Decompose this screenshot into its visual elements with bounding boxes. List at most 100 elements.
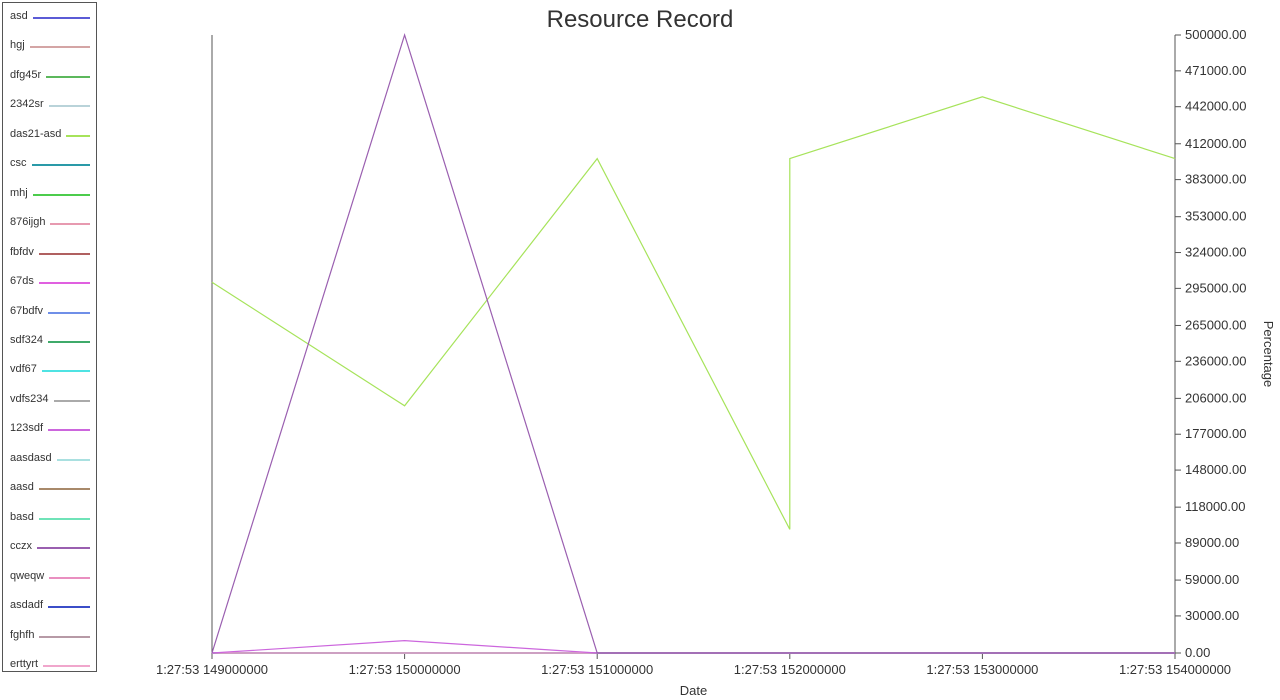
legend-swatch xyxy=(49,105,90,108)
y-tick-label: 30000.00 xyxy=(1185,608,1239,623)
legend-label: fbfdv xyxy=(10,245,37,258)
legend-item[interactable]: csc xyxy=(3,153,98,173)
legend-item[interactable]: aasdasd xyxy=(3,448,98,468)
series-line-das21-asd xyxy=(211,96,1176,530)
x-axis-label: Date xyxy=(680,683,707,698)
y-tick-label: 383000.00 xyxy=(1185,172,1246,187)
legend-label: das21-asd xyxy=(10,127,65,140)
x-tick-label: 1:27:53 150000000 xyxy=(349,662,461,677)
legend-item[interactable]: dfg45r xyxy=(3,65,98,85)
legend-item[interactable]: vdfs234 xyxy=(3,389,98,409)
legend-item[interactable]: sdf324 xyxy=(3,330,98,350)
legend-item[interactable]: 876ijgh xyxy=(3,212,98,232)
y-tick-label: 265000.00 xyxy=(1185,317,1246,332)
legend-swatch xyxy=(66,134,90,137)
y-tick-label: 324000.00 xyxy=(1185,245,1246,260)
legend-swatch xyxy=(57,458,90,461)
chart-title: Resource Record xyxy=(546,6,734,33)
y-tick-label: 118000.00 xyxy=(1185,499,1246,514)
y-tick-label: 59000.00 xyxy=(1185,572,1239,587)
legend-item[interactable]: asdadf xyxy=(3,595,98,615)
legend-item[interactable]: asd xyxy=(3,6,98,26)
legend-label: 123sdf xyxy=(10,422,47,435)
legend-item[interactable]: 123sdf xyxy=(3,418,98,438)
legend-label: dfg45r xyxy=(10,68,45,81)
y-tick-label: 89000.00 xyxy=(1185,535,1239,550)
legend-label: cczx xyxy=(10,540,35,553)
legend-label: qweqw xyxy=(10,569,48,582)
y-tick-label: 0.00 xyxy=(1185,645,1210,660)
legend-item[interactable]: 67ds xyxy=(3,271,98,291)
legend-swatch xyxy=(33,17,90,19)
legend-swatch xyxy=(39,635,90,638)
legend-swatch xyxy=(48,606,90,609)
x-tick-label: 1:27:53 152000000 xyxy=(734,662,846,677)
legend-swatch xyxy=(37,547,90,550)
y-tick-label: 236000.00 xyxy=(1185,353,1246,368)
legend-swatch xyxy=(43,665,90,667)
y-tick-label: 353000.00 xyxy=(1185,209,1246,224)
legend-item[interactable]: erttyrt xyxy=(3,654,98,674)
legend-label: 67ds xyxy=(10,275,37,288)
legend-label: basd xyxy=(10,510,37,523)
legend-swatch xyxy=(32,164,90,167)
legend-item[interactable]: fbfdv xyxy=(3,242,98,262)
legend-item[interactable]: mhj xyxy=(3,183,98,203)
legend-label: asdadf xyxy=(10,599,47,612)
legend-swatch xyxy=(33,193,90,196)
legend-swatch xyxy=(48,429,90,432)
y-tick-label: 148000.00 xyxy=(1185,462,1246,477)
series-line-123sdf xyxy=(211,640,1175,654)
legend-label: 2342sr xyxy=(10,98,47,111)
legend-swatch xyxy=(39,517,90,520)
legend-swatch xyxy=(54,399,90,402)
legend-label: vdfs234 xyxy=(10,392,52,405)
legend-item[interactable]: das21-asd xyxy=(3,124,98,144)
legend-item[interactable]: qweqw xyxy=(3,566,98,586)
legend-label: mhj xyxy=(10,186,31,199)
legend-label: aasdasd xyxy=(10,451,55,464)
legend-label: 876ijgh xyxy=(10,216,49,229)
y-tick-label: 412000.00 xyxy=(1185,136,1246,151)
legend-label: sdf324 xyxy=(10,334,47,346)
x-tick-label: 1:27:53 149000000 xyxy=(156,662,268,677)
x-tick-label: 1:27:53 153000000 xyxy=(926,662,1038,677)
legend-swatch xyxy=(39,252,90,255)
legend-swatch xyxy=(48,311,90,314)
legend-swatch xyxy=(30,46,90,49)
legend-item[interactable]: hgj xyxy=(3,35,98,55)
legend-label: aasd xyxy=(10,481,37,494)
legend-swatch xyxy=(42,370,90,373)
legend-label: csc xyxy=(10,157,30,170)
x-tick-label: 1:27:53 154000000 xyxy=(1119,662,1231,677)
legend-item[interactable]: cczx xyxy=(3,536,98,556)
y-axis-label: Percentage xyxy=(1261,321,1276,388)
legend-swatch xyxy=(39,282,90,285)
y-tick-label: 206000.00 xyxy=(1185,390,1246,405)
series-line-cczx xyxy=(211,32,1175,654)
legend-label: hgj xyxy=(10,39,28,52)
legend-item[interactable]: basd xyxy=(3,507,98,527)
y-tick-label: 500000.00 xyxy=(1185,27,1246,42)
legend-label: erttyrt xyxy=(10,658,42,670)
y-tick-label: 177000.00 xyxy=(1185,426,1246,441)
legend-label: 67bdfv xyxy=(10,304,47,317)
legend-item[interactable]: fghfh xyxy=(3,625,98,645)
legend-swatch xyxy=(46,75,90,78)
legend-item[interactable]: 2342sr xyxy=(3,94,98,114)
legend-swatch xyxy=(50,223,90,226)
y-tick-label: 442000.00 xyxy=(1185,99,1246,114)
y-tick-label: 471000.00 xyxy=(1185,63,1246,78)
y-tick-label: 295000.00 xyxy=(1185,280,1246,295)
legend-label: asd xyxy=(10,10,31,22)
legend-item[interactable]: vdf67 xyxy=(3,359,98,379)
legend-label: fghfh xyxy=(10,628,38,641)
x-tick-label: 1:27:53 151000000 xyxy=(541,662,653,677)
legend-swatch xyxy=(48,341,90,343)
chart-legend: asd hgj dfg45r 2342sr das21-asd csc mhj 876ijgh… xyxy=(2,2,97,672)
legend-item[interactable]: 67bdfv xyxy=(3,301,98,321)
legend-swatch xyxy=(39,488,90,491)
legend-swatch xyxy=(49,576,90,579)
legend-item[interactable]: aasd xyxy=(3,477,98,497)
